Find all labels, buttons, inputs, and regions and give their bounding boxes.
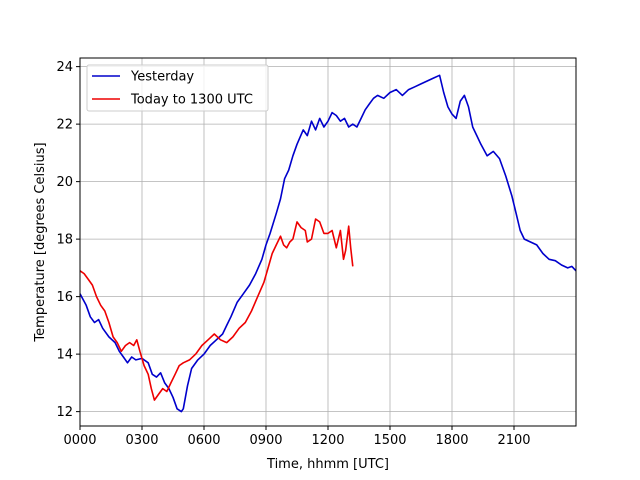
y-tick-label: 18 [56, 233, 73, 248]
x-tick-label: 1500 [373, 433, 406, 448]
legend-label-yesterday: Yesterday [130, 70, 194, 85]
x-tick-label: 1200 [311, 433, 344, 448]
legend: Yesterday Today to 1300 UTC [86, 64, 269, 112]
y-tick-label: 24 [56, 60, 73, 75]
y-axis-label: Temperature [degrees Celsius] [33, 142, 48, 342]
series-group [79, 74, 577, 413]
x-tick-label: 0900 [249, 433, 282, 448]
x-tick-label: 0600 [187, 433, 220, 448]
y-tick-label: 20 [56, 175, 73, 190]
x-tick-label: 1800 [435, 433, 468, 448]
legend-label-today: Today to 1300 UTC [130, 93, 253, 108]
x-axis-label: Time, hhmm [UTC] [266, 457, 389, 472]
legend-box [86, 64, 269, 112]
y-tick-label: 14 [56, 348, 73, 363]
y-tick-label: 12 [56, 405, 73, 420]
x-tick-label: 2100 [497, 433, 530, 448]
y-tick-label: 22 [56, 118, 73, 133]
x-tick-label: 0300 [125, 433, 158, 448]
x-tick-label: 0000 [63, 433, 96, 448]
series-line-today [79, 218, 354, 401]
axis-ticks: 0000 0300 0600 0900 1200 1500 1800 2100 12 14 16 18… [56, 60, 530, 448]
y-tick-label: 16 [56, 290, 73, 305]
series-line-yesterday [79, 74, 577, 413]
grid [79, 58, 576, 426]
